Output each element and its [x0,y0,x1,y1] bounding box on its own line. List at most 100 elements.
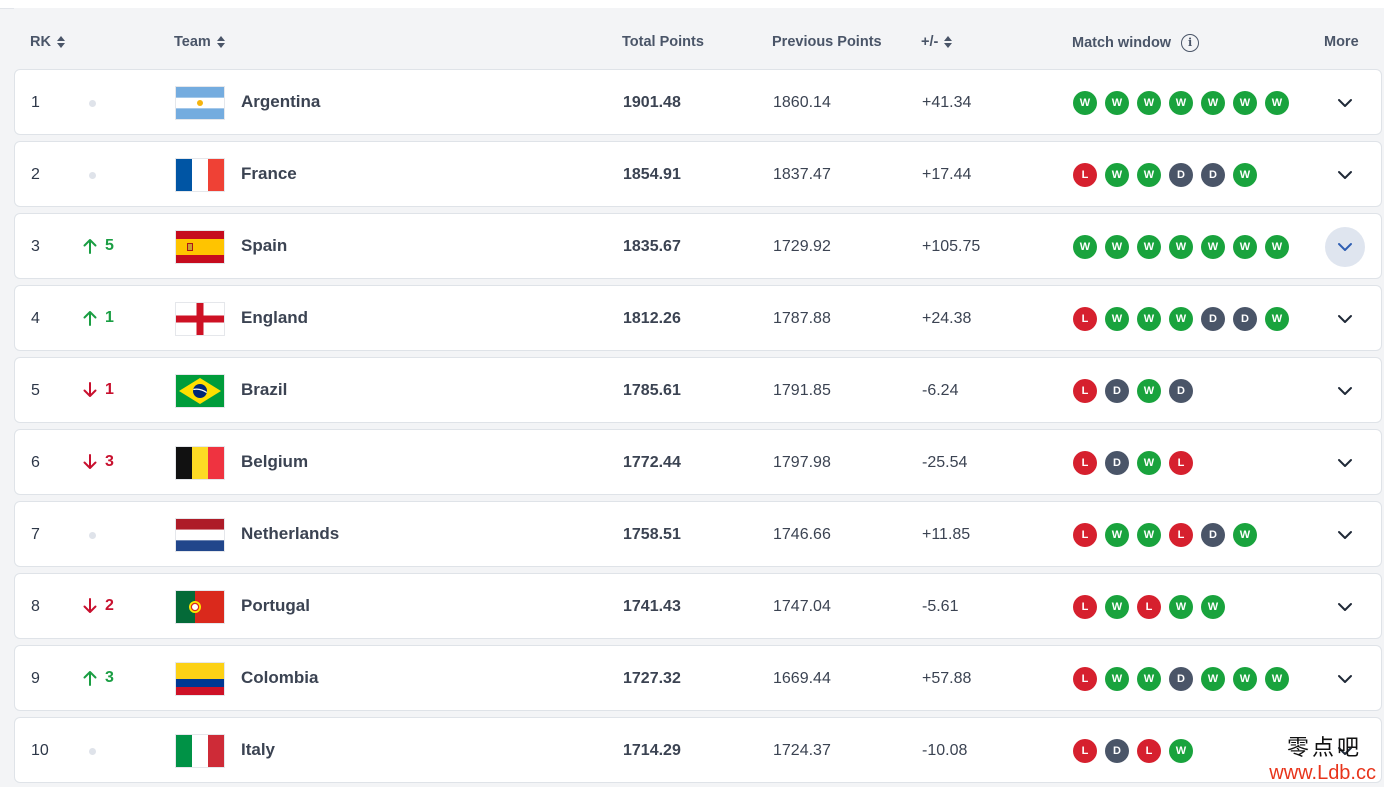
match-result-win[interactable]: W [1233,163,1257,187]
team-name[interactable]: France [241,164,297,183]
team-name[interactable]: Italy [241,740,276,759]
header-rank[interactable]: RK [30,34,65,50]
team-name[interactable]: England [241,308,309,327]
expand-button[interactable] [1325,443,1365,483]
team-name[interactable]: Belgium [241,452,309,471]
match-result-win[interactable]: W [1105,523,1129,547]
match-result-win[interactable]: W [1137,667,1161,691]
match-result-win[interactable]: W [1169,91,1193,115]
match-result-win[interactable]: W [1265,307,1289,331]
match-result-win[interactable]: W [1105,235,1129,259]
match-result-win[interactable]: W [1265,91,1289,115]
expand-button[interactable] [1325,371,1365,411]
match-result-win[interactable]: W [1105,307,1129,331]
header-team[interactable]: Team [174,34,225,50]
match-result-draw[interactable]: D [1169,667,1193,691]
match-result-loss[interactable]: L [1073,163,1097,187]
rank-change-value: 5 [105,237,114,254]
match-result-loss[interactable]: L [1169,451,1193,475]
match-result-draw[interactable]: D [1169,163,1193,187]
match-result-win[interactable]: W [1137,451,1161,475]
expand-button[interactable] [1325,299,1365,339]
match-result-loss[interactable]: L [1137,595,1161,619]
expand-button[interactable] [1325,227,1365,267]
match-result-win[interactable]: W [1169,307,1193,331]
match-result-draw[interactable]: D [1105,451,1129,475]
expand-button[interactable] [1325,731,1365,771]
match-result-win[interactable]: W [1265,667,1289,691]
match-result-win[interactable]: W [1105,163,1129,187]
team-name[interactable]: Brazil [241,380,288,399]
team-name[interactable]: Argentina [241,92,321,111]
match-result-win[interactable]: W [1169,235,1193,259]
info-icon[interactable]: i [1181,34,1200,52]
match-result-win[interactable]: W [1169,595,1193,619]
team-name[interactable]: Spain [241,236,288,255]
expand-button[interactable] [1325,659,1365,699]
sort-icon[interactable] [56,36,65,48]
match-result-loss[interactable]: L [1073,451,1097,475]
match-result-win[interactable]: W [1233,91,1257,115]
match-result-loss[interactable]: L [1073,595,1097,619]
expand-button[interactable] [1325,155,1365,195]
match-result-win[interactable]: W [1137,379,1161,403]
match-result-win[interactable]: W [1233,523,1257,547]
match-result-loss[interactable]: L [1137,739,1161,763]
match-result-win[interactable]: W [1105,91,1129,115]
match-result-win[interactable]: W [1169,739,1193,763]
match-result-win[interactable]: W [1137,91,1161,115]
match-result-loss[interactable]: L [1073,667,1097,691]
match-result-loss[interactable]: L [1073,739,1097,763]
match-result-win[interactable]: W [1201,595,1225,619]
match-result-win[interactable]: W [1073,91,1097,115]
rank-change: 5 [83,237,114,255]
match-result-draw[interactable]: D [1201,523,1225,547]
team-name[interactable]: Portugal [241,596,310,615]
match-result-win[interactable]: W [1137,235,1161,259]
match-result-win[interactable]: W [1201,235,1225,259]
match-result-win[interactable]: W [1265,235,1289,259]
expand-button[interactable] [1325,83,1365,123]
match-result-win[interactable]: W [1105,667,1129,691]
match-result-win[interactable]: W [1233,667,1257,691]
match-result-loss[interactable]: L [1169,523,1193,547]
sort-icon[interactable] [216,36,225,48]
match-result-draw[interactable]: D [1105,739,1129,763]
match-result-draw[interactable]: D [1105,379,1129,403]
match-result-win[interactable]: W [1233,235,1257,259]
expand-button[interactable] [1325,587,1365,627]
italy-flag-icon [176,735,224,767]
match-result-win[interactable]: W [1201,667,1225,691]
match-result-win[interactable]: W [1137,307,1161,331]
match-result-loss[interactable]: L [1073,523,1097,547]
expand-button[interactable] [1325,515,1365,555]
rank-change-value: 3 [105,669,114,686]
match-result-draw[interactable]: D [1201,307,1225,331]
header-diff[interactable]: +/- [921,34,953,50]
match-result-win[interactable]: W [1201,91,1225,115]
match-result-draw[interactable]: D [1233,307,1257,331]
match-result-win[interactable]: W [1137,523,1161,547]
match-result-win[interactable]: W [1073,235,1097,259]
sort-icon[interactable] [944,36,953,48]
match-result-win[interactable]: W [1105,595,1129,619]
match-result-loss[interactable]: L [1073,307,1097,331]
previous-points: 1746.66 [773,526,831,543]
rank: 5 [31,382,40,399]
match-result-draw[interactable]: D [1201,163,1225,187]
match-result-draw[interactable]: D [1169,379,1193,403]
match-result-loss[interactable]: L [1073,379,1097,403]
match-result-win[interactable]: W [1137,163,1161,187]
team-name[interactable]: Netherlands [241,524,340,543]
team-name[interactable]: Colombia [241,668,319,687]
